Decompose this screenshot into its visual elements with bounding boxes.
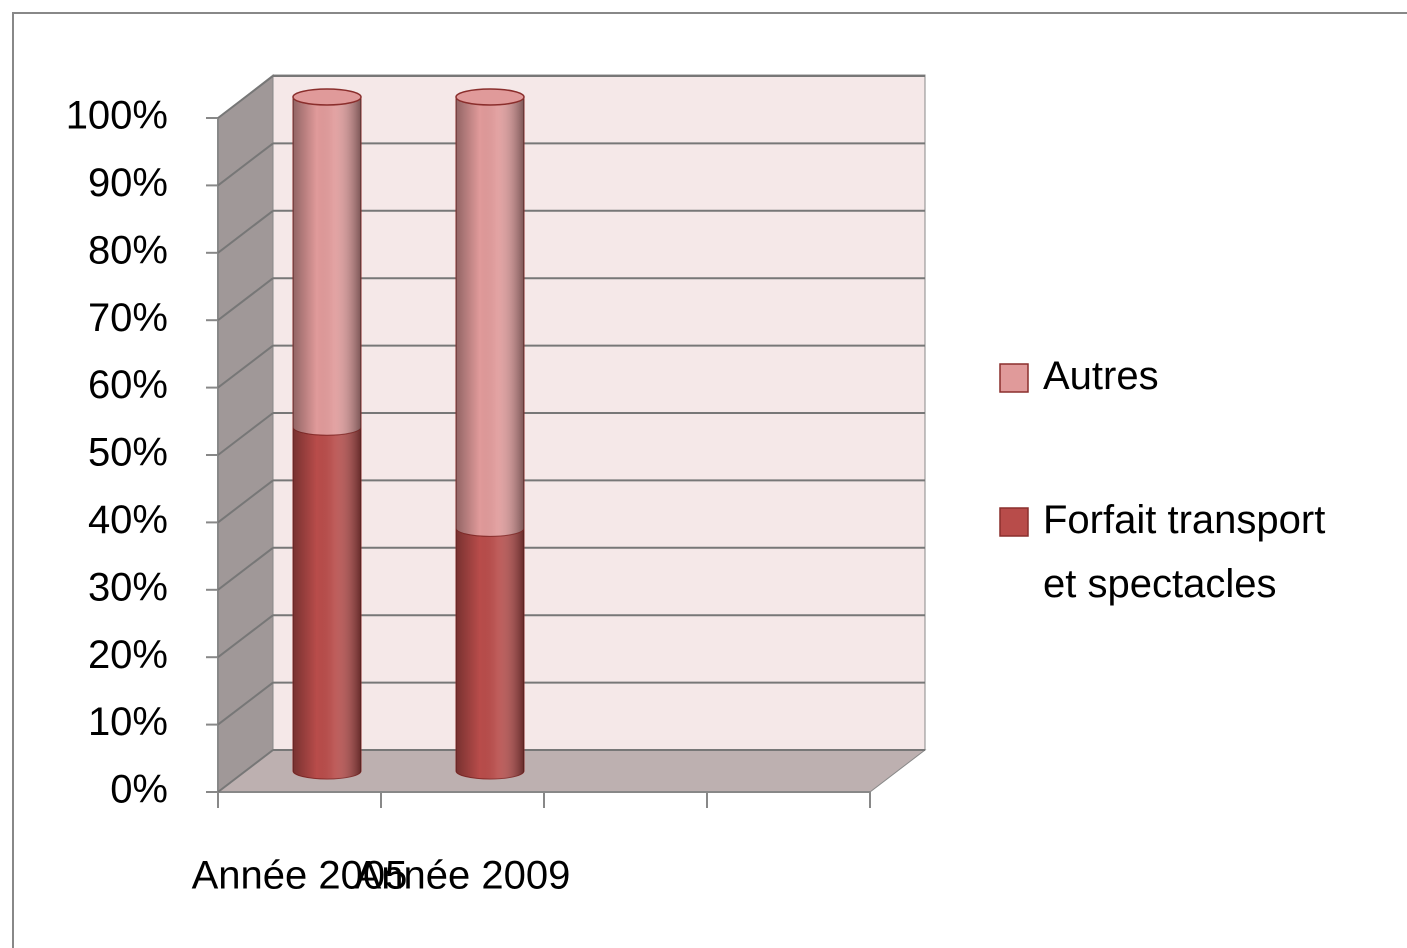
bar-shade [456, 528, 524, 779]
y-tick-label: 80% [88, 228, 168, 272]
legend-label: Autres [1043, 354, 1159, 398]
bar-shade [456, 97, 524, 537]
grid-line-side [217, 210, 274, 254]
grid-line-side [217, 479, 274, 524]
legend-swatch [999, 507, 1029, 537]
y-tick-label: 10% [88, 700, 168, 744]
y-tick-label: 50% [88, 431, 168, 475]
grid-line-side [217, 749, 274, 793]
grid-line-side [217, 75, 274, 119]
bar-top [292, 88, 362, 106]
grid-line-side [217, 412, 274, 456]
y-tick-label: 100% [66, 94, 168, 138]
y-tick-label: 0% [110, 768, 168, 812]
grid-line-side [217, 142, 274, 187]
y-tick-label: 40% [88, 498, 168, 542]
grid-line-side [217, 681, 274, 726]
y-tick-label: 90% [88, 161, 168, 205]
legend-label: Forfait transport et spectacles [1043, 498, 1325, 606]
x-tick-label: Année 2005 [192, 854, 408, 898]
y-tick-label: 60% [88, 363, 168, 407]
bar-shade [293, 97, 361, 436]
legend-swatch [999, 363, 1029, 393]
grid-line-side [217, 614, 274, 658]
grid-line-side [217, 344, 274, 389]
bar-top [455, 88, 525, 106]
y-tick-label: 70% [88, 296, 168, 340]
grid-line-side [217, 277, 274, 321]
x-tick-label: Année 2009 [355, 854, 571, 898]
grid-line-side [217, 547, 274, 591]
y-tick-label: 30% [88, 565, 168, 609]
y-tick-label: 20% [88, 633, 168, 677]
bar-shade [293, 427, 361, 779]
